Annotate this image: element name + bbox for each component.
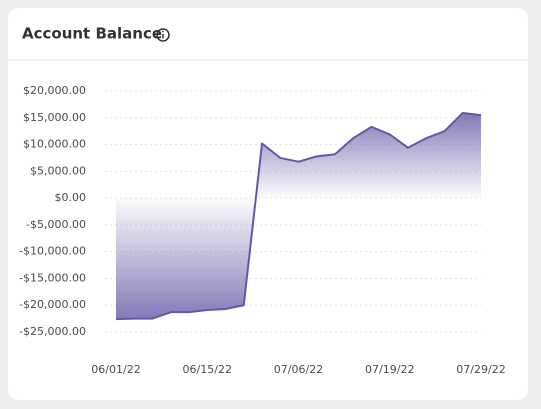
y-tick-label: -$20,000.00 bbox=[19, 298, 86, 311]
y-tick-label: -$10,000.00 bbox=[19, 245, 86, 258]
info-icon[interactable] bbox=[156, 28, 170, 42]
x-tick-label: 07/19/22 bbox=[365, 363, 414, 376]
y-tick-label: $15,000.00 bbox=[23, 111, 86, 124]
x-tick-label: 06/01/22 bbox=[91, 363, 140, 376]
card-title: Account Balance bbox=[22, 25, 162, 43]
x-tick-label: 06/15/22 bbox=[183, 363, 232, 376]
y-tick-label: -$5,000.00 bbox=[26, 218, 86, 231]
x-tick-label: 07/06/22 bbox=[274, 363, 323, 376]
area-fill bbox=[116, 112, 481, 320]
y-tick-label: $10,000.00 bbox=[23, 138, 86, 151]
balance-line bbox=[115, 111, 482, 321]
y-tick-label: $5,000.00 bbox=[30, 164, 86, 177]
x-tick-label: 07/29/22 bbox=[456, 363, 505, 376]
y-tick-label: -$15,000.00 bbox=[19, 271, 86, 284]
y-tick-label: $20,000.00 bbox=[23, 84, 86, 97]
y-tick-label: $0.00 bbox=[55, 191, 87, 204]
card bbox=[8, 8, 528, 400]
y-tick-label: -$25,000.00 bbox=[19, 325, 86, 338]
